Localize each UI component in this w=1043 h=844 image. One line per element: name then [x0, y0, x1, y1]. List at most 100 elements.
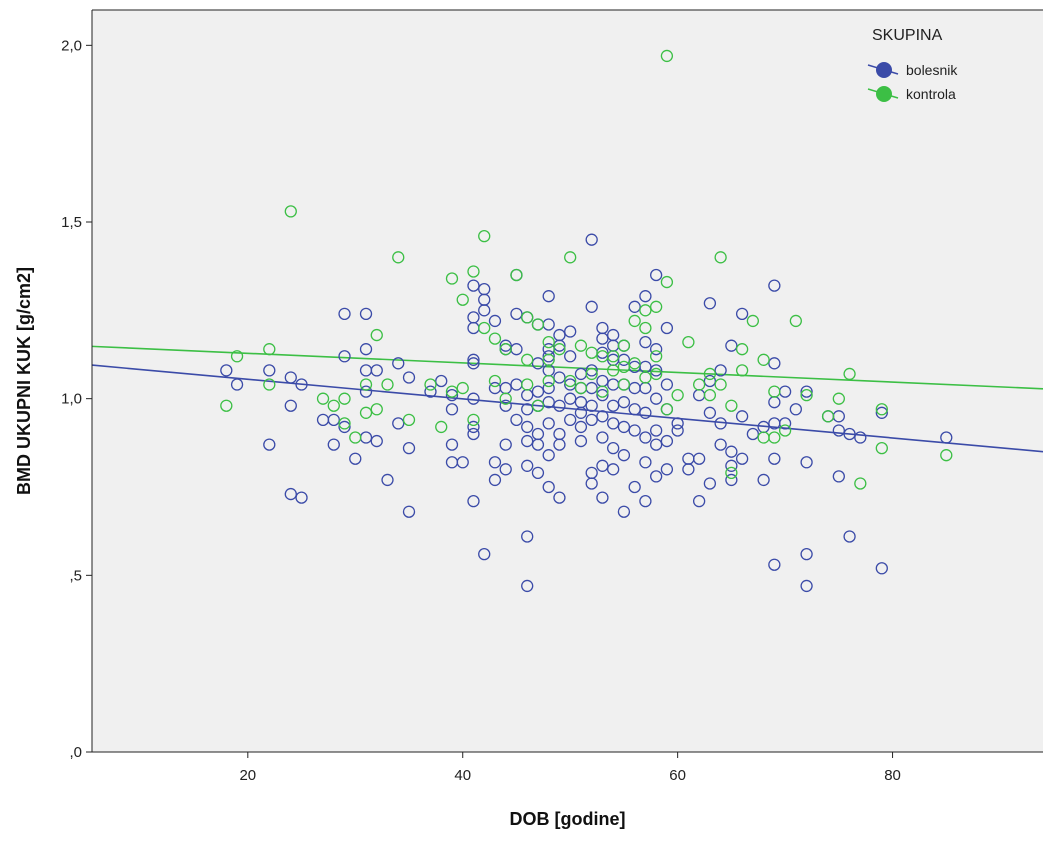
data-point-kontrola	[338, 392, 351, 405]
data-point-bolesnik	[467, 357, 480, 370]
y-tick-label: 1,5	[61, 214, 82, 231]
data-point-bolesnik	[596, 332, 609, 345]
data-point-bolesnik	[714, 364, 727, 377]
x-tick-label: 20	[239, 767, 256, 784]
data-point-kontrola	[263, 343, 276, 356]
data-point-bolesnik	[445, 388, 459, 402]
data-point-kontrola	[521, 378, 534, 391]
data-point-bolesnik	[832, 470, 845, 483]
y-axis-ticks: ,0 ,5 1,0 1,5 2,0	[61, 37, 92, 761]
data-point-bolesnik	[617, 353, 631, 366]
data-point-kontrola	[692, 378, 706, 391]
data-point-kontrola	[628, 357, 641, 370]
data-point-kontrola	[757, 353, 770, 366]
data-point-kontrola	[263, 378, 276, 391]
data-point-kontrola	[639, 321, 652, 335]
data-point-bolesnik	[564, 350, 577, 363]
data-point-kontrola	[574, 339, 588, 352]
data-point-bolesnik	[757, 473, 770, 487]
data-point-bolesnik	[714, 438, 727, 451]
data-point-kontrola	[660, 275, 674, 289]
data-point-kontrola	[488, 332, 502, 345]
data-point-kontrola	[854, 477, 867, 490]
data-point-bolesnik	[768, 279, 781, 292]
data-point-bolesnik	[650, 424, 663, 437]
data-point-bolesnik	[703, 477, 717, 490]
data-point-bolesnik	[521, 420, 534, 434]
data-point-bolesnik	[778, 417, 792, 430]
data-point-kontrola	[703, 388, 717, 402]
data-point-bolesnik	[499, 399, 512, 412]
y-tick-label: ,0	[69, 744, 82, 761]
data-point-bolesnik	[263, 438, 276, 451]
data-point-bolesnik	[424, 385, 437, 398]
data-point-kontrola	[564, 251, 577, 264]
data-point-bolesnik	[682, 463, 695, 476]
data-point-kontrola	[875, 403, 888, 416]
data-point-bolesnik	[768, 558, 781, 571]
data-point-bolesnik	[295, 378, 308, 391]
data-point-bolesnik	[596, 459, 609, 472]
data-point-bolesnik	[467, 392, 480, 405]
data-point-kontrola	[370, 328, 383, 342]
data-point-bolesnik	[703, 297, 717, 310]
data-point-bolesnik	[521, 403, 534, 416]
data-point-bolesnik	[843, 530, 856, 543]
data-point-kontrola	[821, 410, 835, 423]
data-point-bolesnik	[456, 456, 469, 469]
data-point-bolesnik	[564, 392, 577, 405]
data-point-bolesnik	[725, 459, 738, 472]
data-point-bolesnik	[639, 290, 652, 303]
data-point-bolesnik	[402, 441, 416, 455]
data-point-kontrola	[284, 205, 297, 218]
data-point-bolesnik	[703, 406, 717, 419]
data-point-bolesnik	[596, 388, 609, 402]
data-point-bolesnik	[381, 473, 394, 487]
data-point-kontrola	[499, 343, 512, 356]
legend-marker-bolesnik	[876, 62, 892, 78]
data-point-bolesnik	[521, 459, 534, 472]
data-point-kontrola	[467, 265, 480, 278]
data-point-bolesnik	[832, 424, 845, 437]
data-point-bolesnik	[639, 456, 652, 469]
data-point-kontrola	[585, 367, 598, 381]
data-point-bolesnik	[435, 374, 448, 388]
data-point-bolesnik	[585, 364, 598, 377]
data-point-bolesnik	[574, 420, 588, 434]
data-point-bolesnik	[768, 452, 781, 465]
data-point-bolesnik	[628, 424, 641, 437]
data-point-bolesnik	[488, 473, 502, 487]
plot-area	[92, 10, 1043, 752]
data-point-bolesnik	[650, 364, 663, 377]
data-point-bolesnik	[553, 371, 566, 384]
data-point-kontrola	[531, 399, 545, 412]
data-point-bolesnik	[521, 434, 534, 448]
data-point-bolesnik	[671, 424, 684, 437]
data-point-kontrola	[220, 399, 233, 412]
data-point-bolesnik	[628, 403, 641, 416]
legend-label-bolesnik: bolesnik	[906, 62, 958, 78]
y-tick-label: 1,0	[61, 391, 82, 408]
data-point-kontrola	[607, 350, 620, 363]
data-point-bolesnik	[521, 579, 534, 593]
legend-marker-kontrola	[876, 86, 892, 102]
data-point-kontrola	[682, 335, 695, 349]
data-point-bolesnik	[725, 339, 738, 352]
data-point-bolesnik	[338, 350, 351, 363]
data-point-bolesnik	[940, 431, 953, 444]
data-point-kontrola	[585, 346, 598, 359]
data-point-kontrola	[725, 466, 738, 480]
data-point-kontrola	[542, 335, 555, 349]
data-point-bolesnik	[714, 417, 727, 430]
data-point-bolesnik	[542, 290, 555, 303]
data-point-bolesnik	[370, 364, 383, 377]
data-point-kontrola	[478, 321, 491, 335]
data-point-kontrola	[435, 420, 448, 434]
data-point-bolesnik	[284, 487, 297, 501]
data-point-bolesnik	[585, 413, 598, 427]
data-point-bolesnik	[542, 480, 555, 494]
data-point-bolesnik	[564, 378, 577, 391]
fit-line-bolesnik	[91, 364, 1043, 453]
data-point-bolesnik	[553, 339, 566, 352]
